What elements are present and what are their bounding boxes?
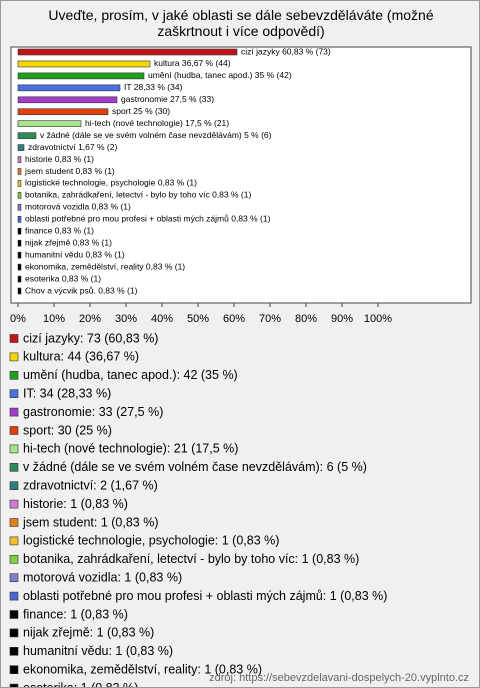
bar-label: kultura 36,67 % (44) xyxy=(154,58,231,68)
legend-label: esoterika: 1 (0,83 %) xyxy=(23,681,138,687)
bar-label: sport 25 % (30) xyxy=(112,106,170,116)
legend-label: humanitní vědu: 1 (0,83 %) xyxy=(23,644,173,658)
bar-label: gastronomie 27,5 % (33) xyxy=(121,94,214,104)
bar-label: botanika, zahrádkaření, letectví - bylo … xyxy=(25,190,251,200)
legend-label: jsem student: 1 (0,83 %) xyxy=(22,515,158,529)
legend-marker xyxy=(9,370,19,380)
legend-marker xyxy=(9,334,19,343)
bar-label: oblasti potřebné pro mou profesi + oblas… xyxy=(25,214,271,224)
legend-marker xyxy=(9,536,19,546)
bar-label: ekonomika, zemědělství, reality 0,83 % (… xyxy=(25,261,185,271)
legend-label: botanika, zahrádkaření, letectví - bylo … xyxy=(23,552,359,566)
legend-marker xyxy=(9,462,19,472)
legend-marker xyxy=(9,481,19,491)
bar-label: nijak zřejmě 0,83 % (1) xyxy=(25,237,112,247)
x-tick-label: 50% xyxy=(187,313,209,325)
source: zdroj: https://sebevzdelavani-dospelych-… xyxy=(209,672,469,684)
x-tick-label: 80% xyxy=(295,313,317,325)
x-tick-label: 40% xyxy=(151,313,173,325)
legend-marker xyxy=(9,407,19,417)
legend-label: nijak zřejmě: 1 (0,83 %) xyxy=(23,626,154,640)
x-tick-label: 20% xyxy=(79,313,101,325)
bar-label: cizí jazyky 60,83 % (73) xyxy=(241,46,331,56)
legend-label: cizí jazyky: 73 (60,83 %) xyxy=(23,331,158,345)
legend-label: ekonomika, zemědělství, reality: 1 (0,83… xyxy=(23,662,262,676)
x-tick-label: 70% xyxy=(259,313,281,325)
bar xyxy=(17,287,22,295)
bar xyxy=(17,96,118,104)
legend-marker xyxy=(9,573,19,583)
x-tick-label: 10% xyxy=(43,313,65,325)
bar-label: humanitní vědu 0,83 % (1) xyxy=(25,249,125,259)
legend-marker xyxy=(9,426,19,435)
bar-label: umění (hudba, tanec apod.) 35 % (42) xyxy=(148,70,292,80)
bar xyxy=(17,251,22,259)
legend-label: logistické technologie, psychologie: 1 (… xyxy=(23,534,279,548)
x-tick-label: 100% xyxy=(364,313,392,325)
x-tick-label: 90% xyxy=(331,313,353,325)
x-tick-label: 0% xyxy=(10,313,26,325)
bar-label: v žádné (dále se ve svém volném čase nev… xyxy=(40,130,272,140)
legend-label: oblasti potřebné pro mou profesi + oblas… xyxy=(23,589,387,603)
bar-label: IT 28,33 % (34) xyxy=(124,82,183,92)
bar xyxy=(17,144,25,151)
bar-label: logistické technologie, psychologie 0,83… xyxy=(25,178,197,188)
bar-label: historie 0,83 % (1) xyxy=(25,154,94,164)
bar xyxy=(17,180,22,187)
legend-label: kultura: 44 (36,67 %) xyxy=(23,350,139,364)
bar xyxy=(17,120,82,127)
bar xyxy=(17,263,22,271)
legend-marker xyxy=(9,352,19,362)
legend-label: motorová vozidla: 1 (0,83 %) xyxy=(23,570,182,584)
bar xyxy=(17,84,121,92)
legend-label: hi-tech (nové technologie): 21 (17,5 %) xyxy=(23,442,238,456)
legend-label: IT: 34 (28,33 %) xyxy=(23,386,111,400)
bar xyxy=(17,48,238,56)
legend-label: v žádné (dále se ve svém volném čase nev… xyxy=(23,460,367,474)
bar xyxy=(17,216,22,223)
bar xyxy=(17,156,22,163)
chart-title: Uveďte, prosím, v jaké oblasti se dále s… xyxy=(48,7,434,39)
bar-label: zdravotnictví 1,67 % (2) xyxy=(28,142,117,152)
legend-marker xyxy=(9,389,19,399)
bar-label: Chov a výcvik psů. 0,83 % (1) xyxy=(25,285,138,295)
bar xyxy=(17,239,22,247)
bar-label: finance 0,83 % (1) xyxy=(25,226,94,236)
x-tick-label: 60% xyxy=(223,313,245,325)
legend-marker xyxy=(9,499,19,509)
bar-label: jsem student 0,83 % (1) xyxy=(24,166,115,176)
bar xyxy=(17,204,22,211)
legend-marker xyxy=(9,665,19,675)
legend-marker xyxy=(9,646,19,656)
legend-marker xyxy=(9,518,19,527)
legend-label: sport: 30 (25 %) xyxy=(23,423,112,437)
bar xyxy=(17,168,22,175)
bar xyxy=(17,60,151,68)
legend-marker xyxy=(9,591,19,601)
legend-marker xyxy=(9,444,19,454)
x-tick-label: 30% xyxy=(115,313,137,325)
legend-label: gastronomie: 33 (27,5 %) xyxy=(23,405,163,419)
bar-label: esoterika 0,83 % (1) xyxy=(25,273,101,283)
legend-marker xyxy=(9,554,19,564)
bar-label: motorová vozidla 0,83 % (1) xyxy=(25,202,131,212)
bar xyxy=(17,227,22,235)
bar xyxy=(17,132,37,139)
bar xyxy=(17,108,109,116)
legend-label: umění (hudba, tanec apod.): 42 (35 %) xyxy=(23,368,238,382)
legend-label: historie: 1 (0,83 %) xyxy=(23,497,128,511)
bar xyxy=(17,72,145,80)
bar xyxy=(17,192,22,199)
bar xyxy=(17,275,22,283)
legend-label: zdravotnictví: 2 (1,67 %) xyxy=(23,478,158,492)
legend-marker xyxy=(9,610,19,619)
legend-marker xyxy=(9,628,19,638)
legend-marker xyxy=(9,683,19,687)
bar-label: hi-tech (nové technologie) 17,5 % (21) xyxy=(85,118,229,128)
legend-label: finance: 1 (0,83 %) xyxy=(23,607,128,621)
